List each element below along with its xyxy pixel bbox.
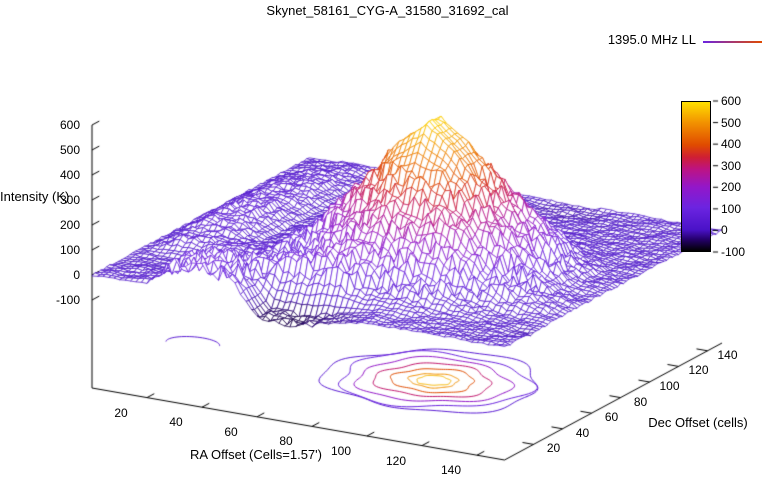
colorbar: [681, 101, 711, 252]
z-axis-title: Intensity (K): [0, 189, 70, 204]
legend-entry-label: 1395.0 MHz LL: [607, 32, 696, 47]
y-axis-title: Dec Offset (cells): [648, 415, 748, 430]
legend-line-sample: [703, 41, 762, 43]
x-axis-title: RA Offset (Cells=1.57'): [190, 447, 322, 462]
chart-title: Skynet_58161_CYG-A_31580_31692_cal: [266, 3, 509, 18]
